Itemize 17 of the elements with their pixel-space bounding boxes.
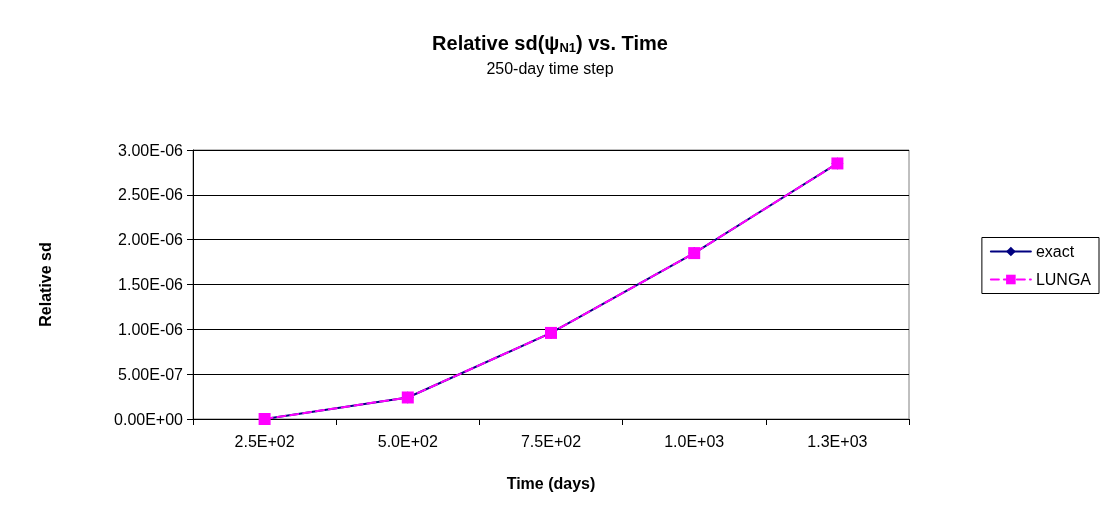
y-tick-label: 3.00E-06	[118, 141, 184, 159]
chart-subtitle: 250-day time step	[486, 60, 614, 77]
y-tick-label: 2.50E-06	[118, 186, 184, 204]
x-axis-title: Time (days)	[506, 474, 596, 492]
y-tick-label: 1.50E-06	[118, 276, 184, 293]
y-tick-label: 1.00E-06	[118, 320, 184, 338]
x-tick-label: 2.5E+02	[234, 432, 295, 450]
x-tick-label: 5.0E+02	[377, 432, 438, 450]
x-tick-label: 1.3E+03	[807, 432, 868, 450]
y-tick-label: 5.00E-07	[118, 365, 184, 383]
legend-label: LUNGA	[1035, 271, 1092, 288]
legend-label: exact	[1035, 243, 1075, 260]
x-tick-label: 7.5E+02	[520, 432, 582, 450]
y-axis-title: Relative sd	[36, 242, 54, 327]
y-tick-label: 2.00E-06	[118, 231, 184, 249]
y-tick-label: 0.00E+00	[114, 410, 184, 428]
x-tick-label: 1.0E+03	[664, 432, 725, 450]
